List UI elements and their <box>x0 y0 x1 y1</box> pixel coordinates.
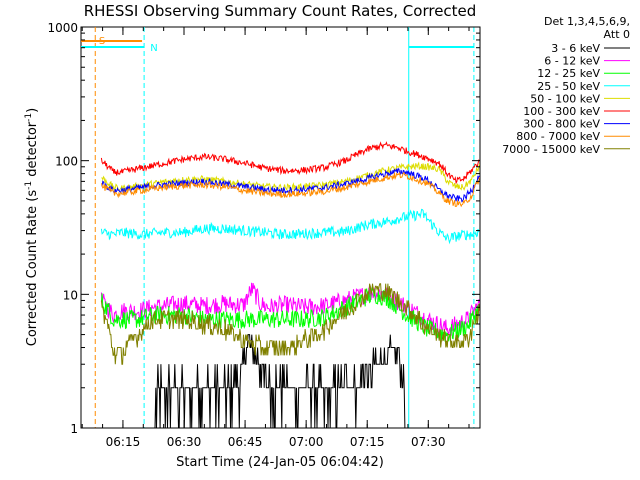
series-line <box>81 334 480 429</box>
series-7000-15000-kev <box>100 283 480 365</box>
y-axis-label-sup-2: -1 <box>24 113 34 122</box>
y-tick-label: 100 <box>55 155 78 169</box>
saa-marker-label: S <box>99 36 105 47</box>
x-tick-label: 07:00 <box>289 435 324 449</box>
legend-header-detectors: Det 1,3,4,5,6,9, <box>544 15 630 28</box>
legend-label: 100 - 300 keV <box>523 105 600 118</box>
y-axis-label-part-3: ) <box>25 108 40 113</box>
y-tick-label: 10 <box>63 288 78 302</box>
series-line <box>100 171 480 208</box>
y-axis-label-part-1: Corrected Count Rate (s <box>25 190 40 347</box>
night-marker-label: N <box>150 43 157 54</box>
chart-title: RHESSI Observing Summary Count Rates, Co… <box>84 2 477 20</box>
x-tick-label: 06:15 <box>106 435 141 449</box>
series-line <box>100 282 480 336</box>
series-line <box>101 167 480 203</box>
x-tick-label: 06:30 <box>167 435 202 449</box>
legend-label: 7000 - 15000 keV <box>502 143 600 156</box>
legend-label: 6 - 12 keV <box>544 55 600 68</box>
x-tick-label: 07:30 <box>411 435 446 449</box>
y-tick-label: 1000 <box>47 21 78 35</box>
legend-label: 300 - 800 keV <box>523 118 600 131</box>
series-layer <box>81 141 480 429</box>
plot-frame <box>80 26 481 429</box>
y-axis-label-sup-1: -1 <box>24 181 34 190</box>
series-3-6-kev <box>81 334 480 429</box>
series-25-50-kev <box>100 208 480 245</box>
x-tick-label: 07:15 <box>350 435 385 449</box>
series-300-800-kev <box>101 167 480 203</box>
tick-layer: 1 10 100 1000 06:15 06:30 06:45 07:00 07:15 07:30 <box>47 21 480 449</box>
marker-layer: SN <box>81 27 475 428</box>
series-line <box>100 141 480 185</box>
y-axis-label-part-2: detector <box>25 121 40 181</box>
legend-label: 50 - 100 keV <box>530 92 600 105</box>
y-tick-label: 1 <box>70 422 78 436</box>
series-100-300-kev <box>100 141 480 185</box>
legend-label: 800 - 7000 keV <box>516 130 600 143</box>
legend-label: 25 - 50 keV <box>537 80 600 93</box>
series-800-7000-kev <box>100 171 480 208</box>
series-line <box>100 283 480 365</box>
x-axis-label: Start Time (24-Jan-05 06:04:42) <box>176 455 384 470</box>
series-line <box>100 208 480 245</box>
y-axis-label: Corrected Count Rate (s-1 detector-1) <box>24 108 40 346</box>
legend-label: 3 - 6 keV <box>551 42 600 55</box>
series-6-12-kev <box>100 282 480 336</box>
x-tick-label: 06:45 <box>228 435 263 449</box>
legend-header-attenuator: Att 0 <box>604 28 630 41</box>
legend-label: 12 - 25 keV <box>537 67 600 80</box>
